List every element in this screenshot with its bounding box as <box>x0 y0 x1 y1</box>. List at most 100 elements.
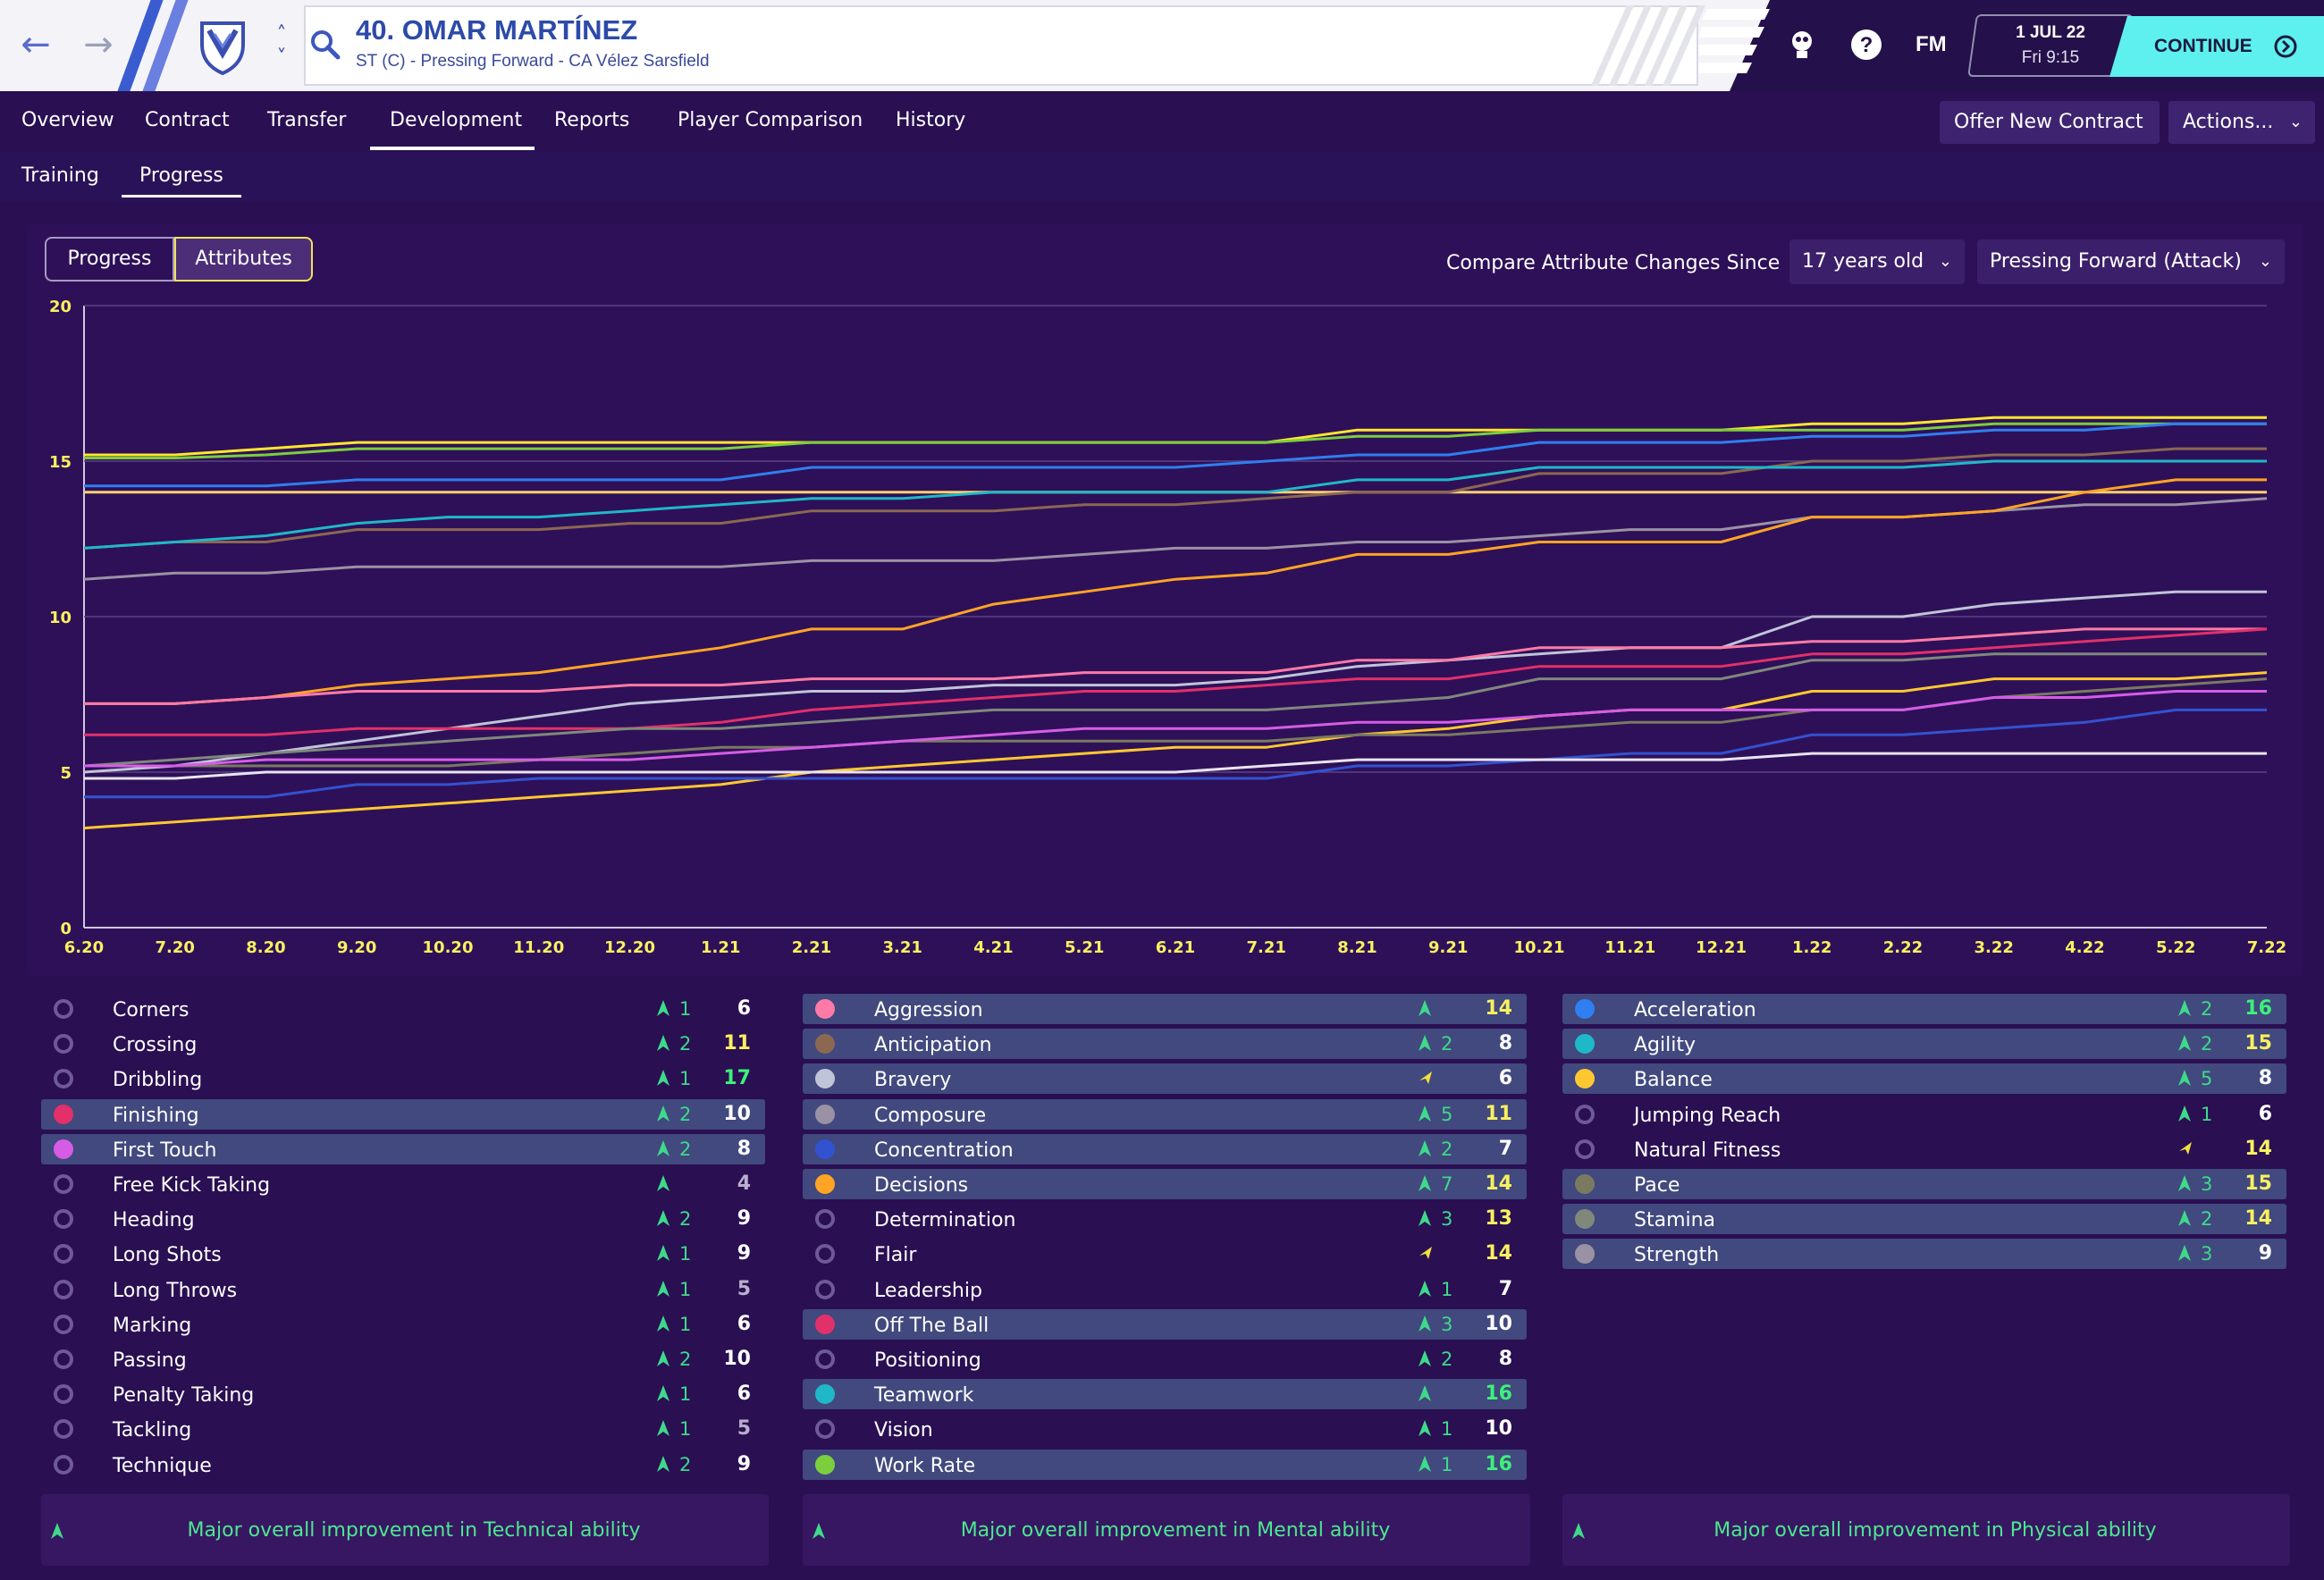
help-icon[interactable]: ? <box>1848 27 1884 63</box>
attribute-highlight-icon[interactable] <box>1575 999 1595 1019</box>
trophy-icon[interactable] <box>1784 27 1820 63</box>
attribute-highlight-icon[interactable] <box>815 1034 835 1055</box>
attribute-highlight-icon[interactable] <box>815 1209 835 1230</box>
attribute-row[interactable]: Positioning 2 8 <box>803 1344 1527 1374</box>
attribute-row[interactable]: Dribbling 1 17 <box>41 1063 765 1094</box>
attribute-row[interactable]: Passing 2 10 <box>41 1344 765 1374</box>
tab-development[interactable]: Development <box>390 109 523 131</box>
attribute-row[interactable]: Bravery 6 <box>803 1063 1527 1095</box>
attribute-highlight-icon[interactable] <box>1575 1069 1595 1089</box>
tab-player-comparison[interactable]: Player Comparison <box>678 109 863 131</box>
attribute-row[interactable]: Off The Ball 3 10 <box>803 1308 1527 1340</box>
attribute-highlight-icon[interactable] <box>1575 1139 1595 1159</box>
attribute-highlight-icon[interactable] <box>815 1069 835 1089</box>
attribute-row[interactable]: Anticipation 2 8 <box>803 1029 1527 1060</box>
attribute-highlight-icon[interactable] <box>815 1314 835 1334</box>
attribute-row[interactable]: Long Throws 1 5 <box>41 1274 765 1305</box>
toggle-progress-button[interactable]: Progress <box>45 237 174 282</box>
attribute-row[interactable]: Decisions 7 14 <box>803 1169 1527 1199</box>
attribute-row[interactable]: Teamwork 16 <box>803 1379 1527 1410</box>
attribute-row[interactable]: Leadership 1 7 <box>803 1274 1527 1305</box>
attribute-highlight-icon[interactable] <box>54 1244 73 1265</box>
tab-history[interactable]: History <box>896 109 966 131</box>
attribute-highlight-icon[interactable] <box>54 1209 73 1230</box>
attribute-highlight-icon[interactable] <box>54 1069 73 1089</box>
attribute-highlight-icon[interactable] <box>1575 1209 1595 1230</box>
offer-new-contract-button[interactable]: Offer New Contract <box>1940 101 2160 144</box>
attribute-row[interactable]: Technique 2 9 <box>41 1450 765 1480</box>
role-select[interactable]: Pressing Forward (Attack) ⌄ <box>1977 240 2285 284</box>
attribute-highlight-icon[interactable] <box>54 999 73 1019</box>
attribute-row[interactable]: Agility 2 15 <box>1562 1029 2286 1060</box>
tab-transfer[interactable]: Transfer <box>267 109 347 131</box>
attribute-row[interactable]: Vision 1 10 <box>803 1414 1527 1444</box>
attribute-row[interactable]: Stamina 2 14 <box>1562 1204 2286 1235</box>
attribute-highlight-icon[interactable] <box>815 1279 835 1299</box>
attribute-row[interactable]: Strength 3 9 <box>1562 1239 2286 1270</box>
attribute-row[interactable]: Acceleration 2 16 <box>1562 994 2286 1024</box>
attribute-row[interactable]: Crossing 2 11 <box>41 1029 765 1059</box>
tab-overview[interactable]: Overview <box>21 109 114 131</box>
attribute-highlight-icon[interactable] <box>54 1174 73 1194</box>
attribute-highlight-icon[interactable] <box>815 1244 835 1265</box>
attribute-highlight-icon[interactable] <box>815 1104 835 1124</box>
attribute-highlight-icon[interactable] <box>815 1454 835 1475</box>
attribute-row[interactable]: Flair 14 <box>803 1239 1527 1269</box>
attribute-highlight-icon[interactable] <box>815 999 835 1019</box>
fm-logo[interactable]: FM <box>1916 32 1947 56</box>
attribute-row[interactable]: Finishing 2 10 <box>41 1098 765 1130</box>
attribute-row[interactable]: Jumping Reach 1 6 <box>1562 1099 2286 1130</box>
attribute-row[interactable]: Determination 3 13 <box>803 1204 1527 1234</box>
attribute-highlight-icon[interactable] <box>1575 1174 1595 1194</box>
attribute-value: 17 <box>723 1067 751 1090</box>
attribute-row[interactable]: First Touch 2 8 <box>41 1133 765 1164</box>
attribute-row[interactable]: Penalty Taking 1 6 <box>41 1379 765 1409</box>
attribute-row[interactable]: Pace 3 15 <box>1562 1169 2286 1199</box>
attribute-highlight-icon[interactable] <box>1575 1244 1595 1265</box>
attribute-highlight-icon[interactable] <box>815 1174 835 1194</box>
attribute-row[interactable]: Long Shots 1 9 <box>41 1239 765 1269</box>
attribute-highlight-icon[interactable] <box>815 1419 835 1440</box>
back-arrow-icon[interactable]: ← <box>21 24 51 65</box>
attribute-change: 2 <box>2201 1208 2213 1231</box>
attribute-row[interactable]: Natural Fitness 14 <box>1562 1134 2286 1164</box>
forward-arrow-icon[interactable]: → <box>83 24 114 65</box>
attribute-row[interactable]: Aggression 14 <box>803 994 1527 1024</box>
subtab-progress[interactable]: Progress <box>139 164 223 187</box>
attribute-highlight-icon[interactable] <box>1575 1034 1595 1055</box>
next-player-chevron-icon[interactable]: ˅ <box>276 46 287 69</box>
attribute-row[interactable]: Corners 1 6 <box>41 994 765 1024</box>
continue-button[interactable]: CONTINUE <box>2109 16 2324 77</box>
previous-player-chevron-icon[interactable]: ˄ <box>276 23 287 46</box>
attribute-row[interactable]: Marking 1 6 <box>41 1309 765 1340</box>
age-select[interactable]: 17 years old ⌄ <box>1789 240 1965 284</box>
attribute-row[interactable]: Concentration 2 7 <box>803 1133 1527 1164</box>
attribute-highlight-icon[interactable] <box>815 1349 835 1369</box>
attribute-highlight-icon[interactable] <box>815 1139 835 1159</box>
attribute-highlight-icon[interactable] <box>54 1139 73 1159</box>
attribute-row[interactable]: Free Kick Taking 4 <box>41 1169 765 1199</box>
attribute-row[interactable]: Balance 5 8 <box>1562 1063 2286 1095</box>
tab-contract[interactable]: Contract <box>145 109 230 131</box>
tab-reports[interactable]: Reports <box>554 109 630 131</box>
attribute-highlight-icon[interactable] <box>815 1384 835 1405</box>
attribute-highlight-icon[interactable] <box>54 1349 73 1369</box>
attribute-row[interactable]: Tackling 1 5 <box>41 1414 765 1444</box>
search-icon[interactable] <box>309 29 341 61</box>
attribute-highlight-icon[interactable] <box>54 1279 73 1299</box>
attribute-highlight-icon[interactable] <box>54 1104 73 1124</box>
attribute-highlight-icon[interactable] <box>54 1384 73 1405</box>
attribute-highlight-icon[interactable] <box>54 1419 73 1440</box>
attribute-highlight-icon[interactable] <box>54 1314 73 1334</box>
player-search-box[interactable] <box>304 5 1698 86</box>
actions-button[interactable]: Actions... ⌄ <box>2168 101 2315 144</box>
attribute-highlight-icon[interactable] <box>54 1454 73 1475</box>
attribute-row[interactable]: Composure 5 11 <box>803 1098 1527 1130</box>
attribute-highlight-icon[interactable] <box>54 1034 73 1055</box>
club-crest-icon[interactable] <box>195 18 250 77</box>
attribute-row[interactable]: Work Rate 1 16 <box>803 1449 1527 1480</box>
toggle-attributes-button[interactable]: Attributes <box>174 237 313 282</box>
attribute-row[interactable]: Heading 2 9 <box>41 1204 765 1234</box>
attribute-highlight-icon[interactable] <box>1575 1104 1595 1124</box>
subtab-training[interactable]: Training <box>21 164 99 187</box>
